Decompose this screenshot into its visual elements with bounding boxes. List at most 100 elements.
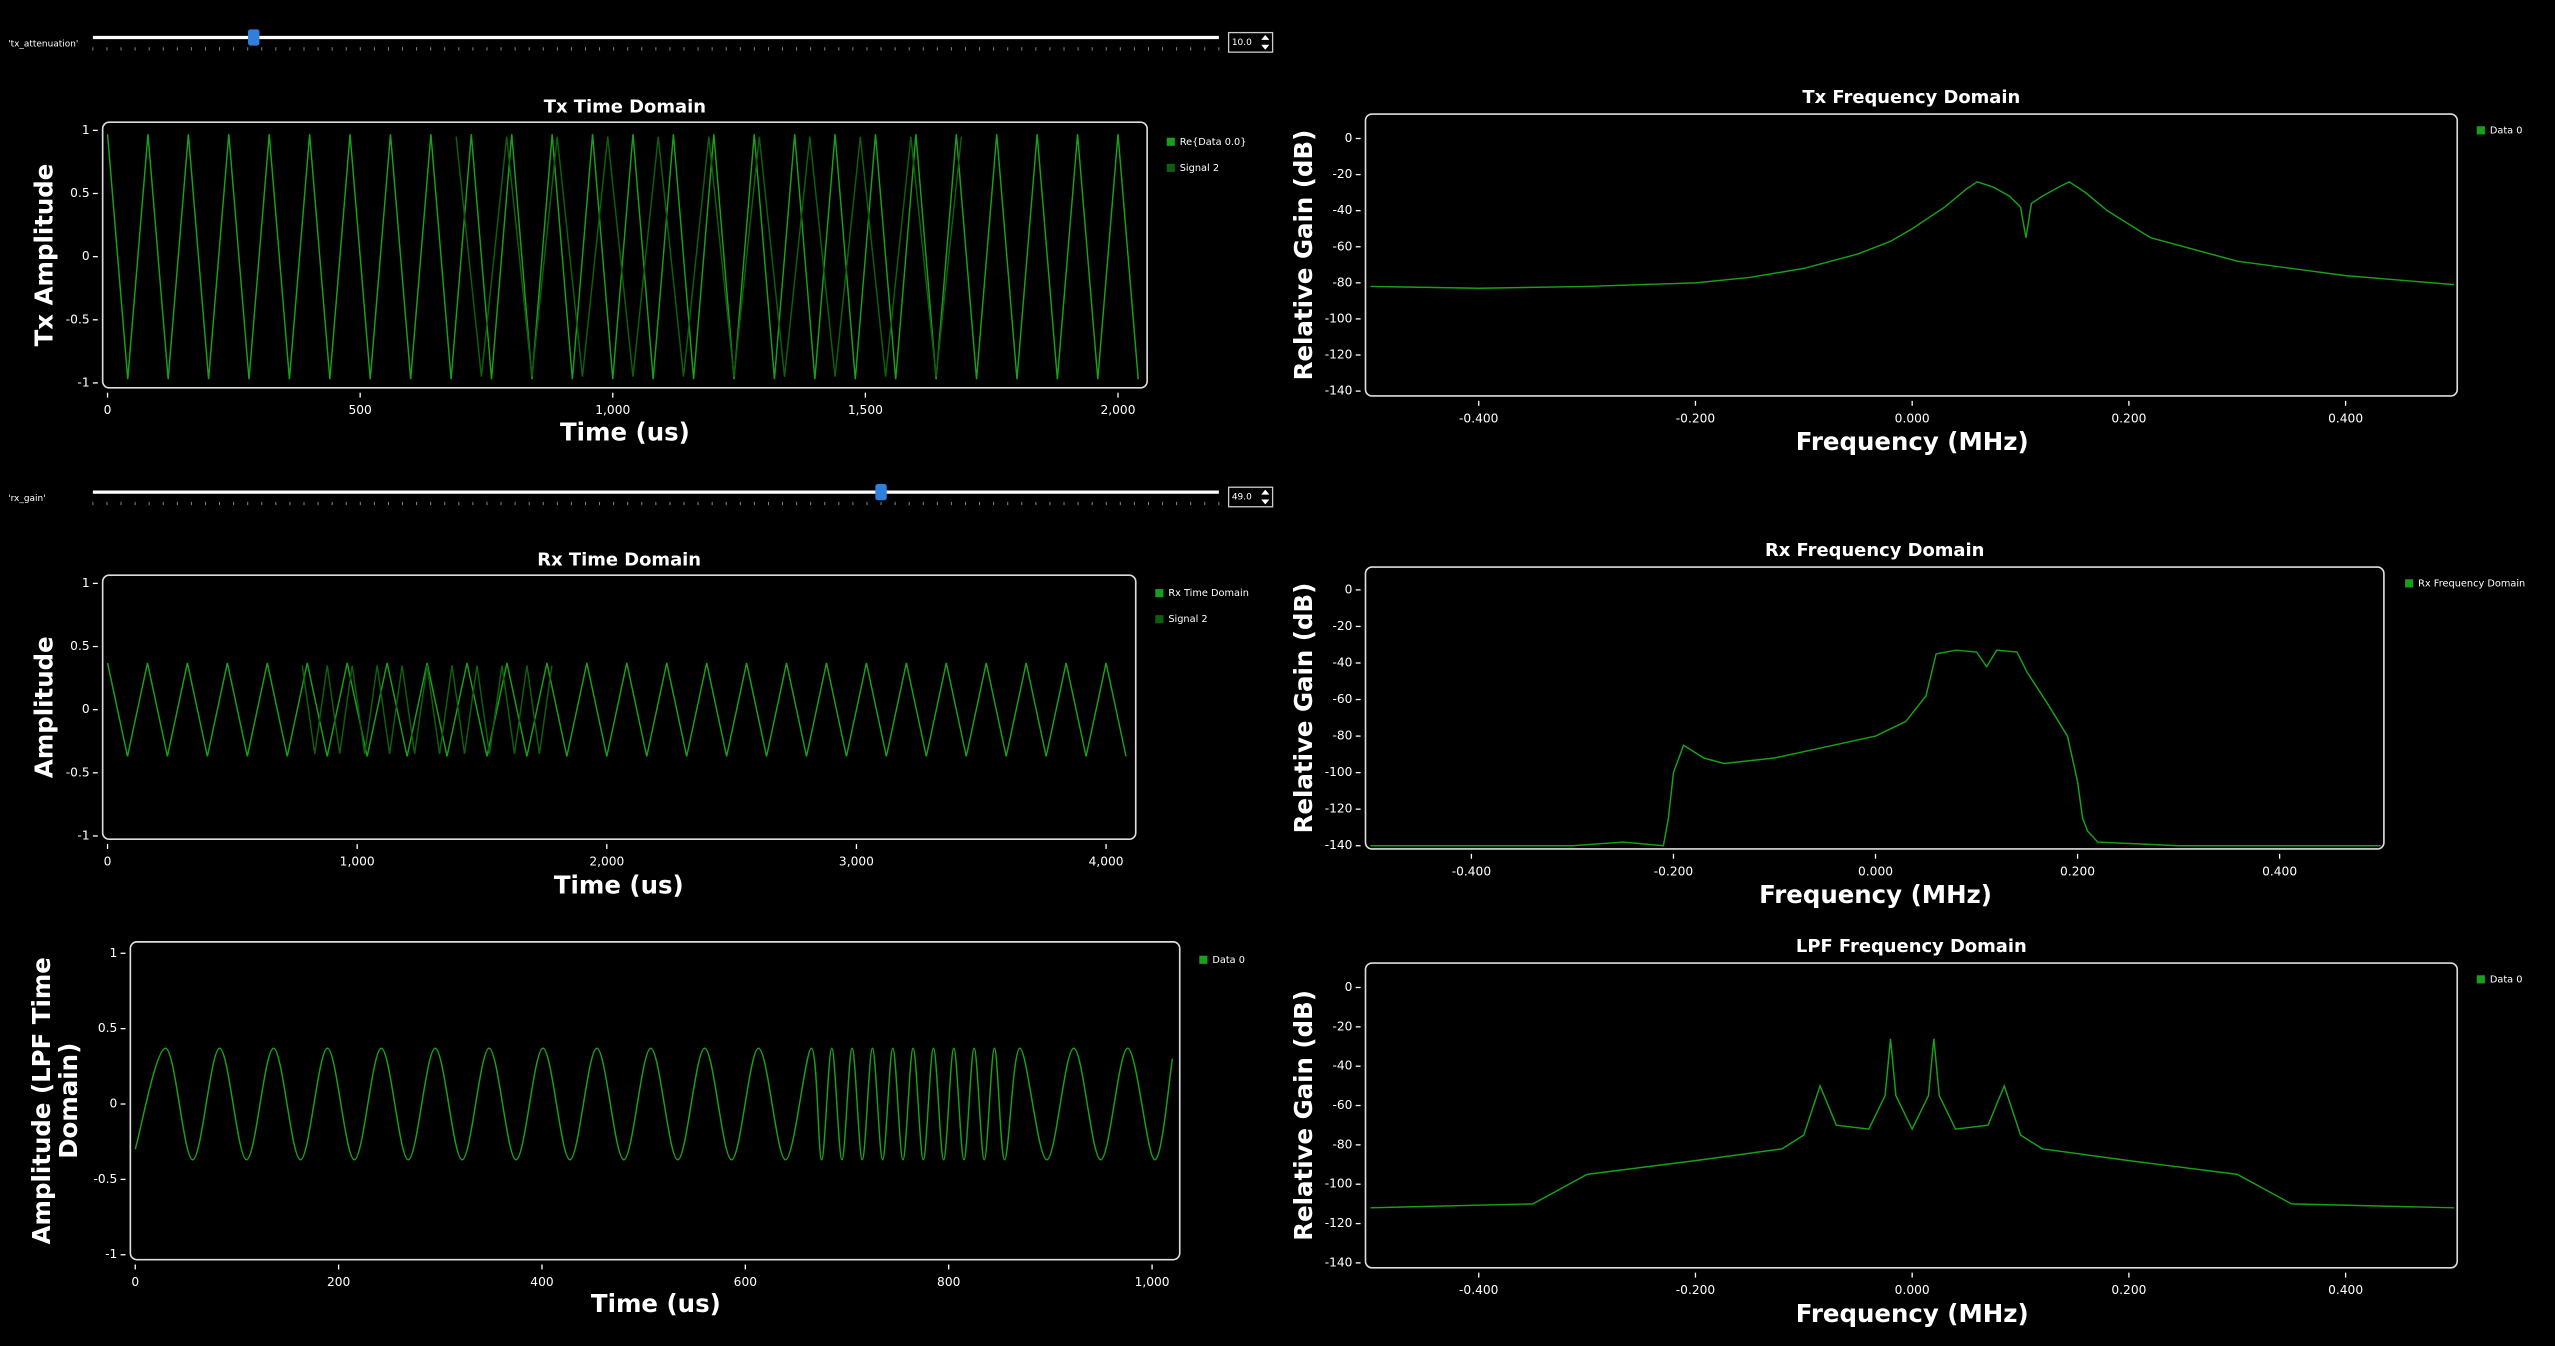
chart-title: Rx Time Domain xyxy=(537,550,701,571)
x-tick-label: 0.000 xyxy=(1895,1283,1930,1297)
x-tick-label: 0.200 xyxy=(2060,864,2095,878)
x-tick-label: 400 xyxy=(530,1275,553,1289)
y-tick-label: 0 xyxy=(82,702,90,716)
legend-swatch xyxy=(1155,589,1164,598)
y-tick-label: 0 xyxy=(110,1097,118,1111)
x-axis-label: Frequency (MHz) xyxy=(1796,1299,2029,1328)
spin-up[interactable] xyxy=(1261,489,1270,495)
spin-down[interactable] xyxy=(1261,44,1270,50)
x-axis-label: Time (us) xyxy=(560,417,690,446)
chart-title: Tx Frequency Domain xyxy=(1802,87,2020,108)
chart-title: LPF Frequency Domain xyxy=(1796,936,2027,957)
x-tick-label: 2,000 xyxy=(1101,403,1136,417)
legend-label: Signal 2 xyxy=(1168,614,1207,625)
x-tick-label: 0 xyxy=(131,1275,139,1289)
spinbox[interactable] xyxy=(1227,486,1274,508)
x-tick-label: 4,000 xyxy=(1089,855,1124,869)
x-tick-label: 0.400 xyxy=(2328,1283,2363,1297)
legend-label: Data 0 xyxy=(1212,955,1245,966)
x-tick-label: 1,000 xyxy=(1135,1275,1170,1289)
spin-up[interactable] xyxy=(1261,35,1270,40)
spinbox-value: 10.0 xyxy=(1232,38,1252,48)
plot-frame xyxy=(1364,962,2459,1269)
y-tick-label: -0.5 xyxy=(66,765,90,779)
y-tick-label: 0 xyxy=(1345,582,1353,596)
plot-frame xyxy=(1364,113,2459,397)
x-axis-label: Time (us) xyxy=(591,1289,721,1318)
x-tick-label: 0.400 xyxy=(2262,864,2297,878)
slider-label: 'tx_attenuation' xyxy=(8,39,78,49)
x-tick-label: 0.200 xyxy=(2111,1283,2146,1297)
y-tick-label: -100 xyxy=(1325,311,1353,325)
x-tick-label: 800 xyxy=(937,1275,960,1289)
series-line xyxy=(301,665,553,754)
legend-label: Data 0 xyxy=(2490,125,2523,136)
legend-swatch xyxy=(2476,975,2485,984)
y-tick-label: -80 xyxy=(1332,275,1352,289)
slider-handle[interactable] xyxy=(875,483,887,501)
chart-title: Rx Frequency Domain xyxy=(1765,540,1984,561)
y-tick-label: 0 xyxy=(82,249,90,263)
y-tick-label: -1 xyxy=(105,1247,117,1261)
x-tick-label: -0.400 xyxy=(1459,411,1498,425)
x-axis-label: Frequency (MHz) xyxy=(1796,427,2029,456)
series-line xyxy=(1370,649,2381,847)
legend-label: Data 0 xyxy=(2490,974,2523,985)
x-tick-label: -0.200 xyxy=(1654,864,1693,878)
legend-swatch xyxy=(1199,955,1208,964)
spin-down[interactable] xyxy=(1261,499,1270,505)
y-tick-label: 0 xyxy=(1345,980,1353,994)
y-tick-label: 0.5 xyxy=(98,1021,117,1035)
y-tick-label: -140 xyxy=(1325,384,1353,398)
legend-swatch xyxy=(1166,137,1175,146)
series-line xyxy=(1370,180,2455,289)
spinbox-value: 49.0 xyxy=(1232,493,1252,503)
series-line xyxy=(1370,1038,2454,1209)
y-tick-label: -40 xyxy=(1332,203,1352,217)
y-tick-label: -40 xyxy=(1332,655,1352,669)
y-tick-label: -80 xyxy=(1332,1137,1352,1151)
y-tick-label: -60 xyxy=(1332,692,1352,706)
x-tick-label: 0.200 xyxy=(2111,411,2146,425)
plot-frame xyxy=(1364,566,2385,850)
x-tick-label: -0.400 xyxy=(1452,864,1491,878)
x-tick-label: 200 xyxy=(327,1275,350,1289)
x-tick-label: -0.200 xyxy=(1676,411,1715,425)
series-line xyxy=(455,136,963,377)
y-axis-label: Amplitude xyxy=(30,636,59,778)
y-tick-label: -20 xyxy=(1332,1019,1352,1033)
y-tick-label: 0.5 xyxy=(70,186,89,200)
y-tick-label: -40 xyxy=(1332,1059,1352,1073)
x-tick-label: 2,000 xyxy=(589,855,624,869)
y-tick-label: -1 xyxy=(77,375,89,389)
y-tick-label: -120 xyxy=(1325,1216,1353,1230)
y-axis-label: Amplitude (LPF TimeDomain) xyxy=(27,957,83,1244)
y-tick-label: -140 xyxy=(1325,1255,1353,1269)
x-tick-label: 1,000 xyxy=(595,403,630,417)
x-tick-label: 1,000 xyxy=(340,855,375,869)
slider-handle[interactable] xyxy=(248,29,260,46)
x-axis-label: Frequency (MHz) xyxy=(1759,880,1992,909)
x-tick-label: 0.000 xyxy=(1895,411,1930,425)
y-axis-label: Tx Amplitude xyxy=(30,164,59,347)
y-axis-label: Relative Gain (dB) xyxy=(1289,583,1318,834)
x-tick-label: 0.400 xyxy=(2328,411,2363,425)
y-tick-label: 1 xyxy=(82,576,90,590)
y-tick-label: 0.5 xyxy=(70,639,89,653)
legend-label: Signal 2 xyxy=(1180,163,1219,174)
plot-frame xyxy=(101,121,1148,389)
y-tick-label: -120 xyxy=(1325,348,1353,362)
legend-swatch xyxy=(1155,615,1164,624)
spinbox[interactable] xyxy=(1227,31,1274,53)
x-tick-label: 500 xyxy=(348,403,371,417)
legend-swatch xyxy=(2476,126,2485,135)
y-tick-label: -0.5 xyxy=(93,1172,117,1186)
y-tick-label: -140 xyxy=(1325,838,1353,852)
x-tick-label: 1,500 xyxy=(848,403,883,417)
plot-frame xyxy=(129,941,1181,1261)
y-tick-label: -100 xyxy=(1325,765,1353,779)
y-tick-label: -120 xyxy=(1325,802,1353,816)
legend-label: Re{Data 0.0} xyxy=(1180,137,1247,148)
